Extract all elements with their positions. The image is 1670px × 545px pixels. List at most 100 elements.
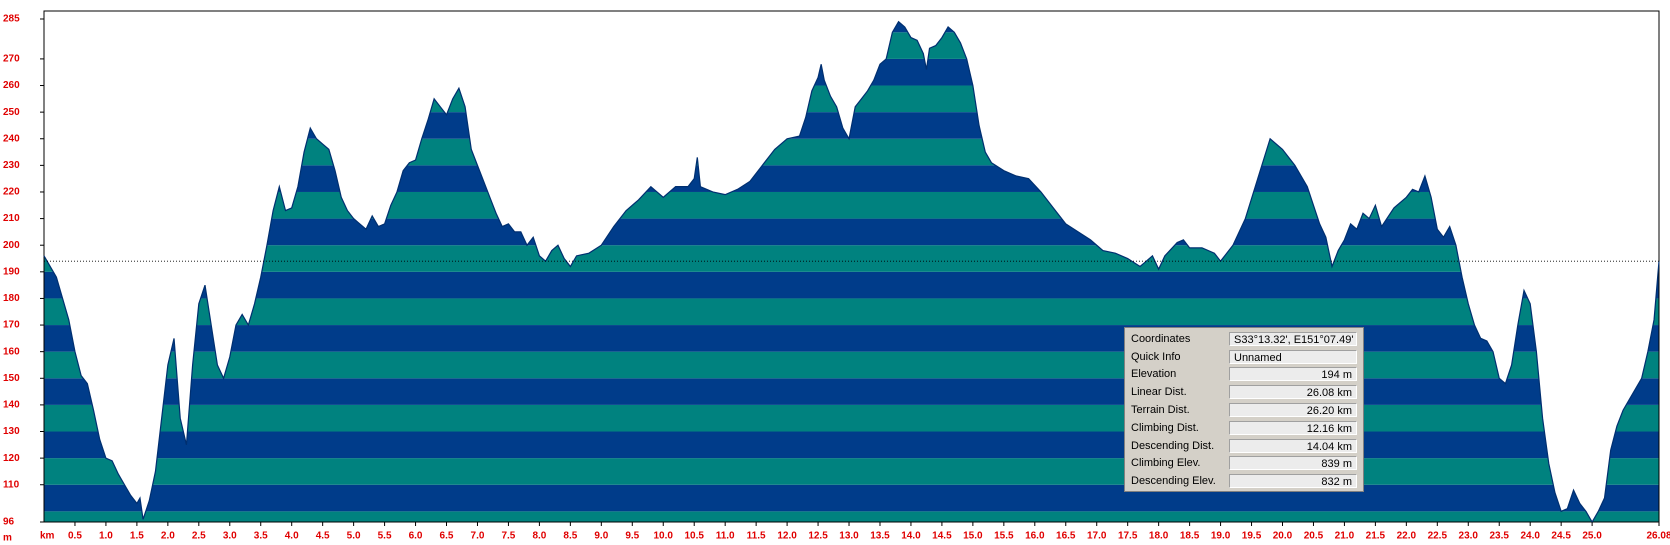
- info-label: Linear Dist.: [1131, 386, 1187, 399]
- y-tick-label: 96: [3, 517, 15, 528]
- elevation-band: [44, 165, 1659, 192]
- info-value: 26.08 km: [1229, 385, 1357, 400]
- elevation-band: [44, 58, 1659, 86]
- elevation-band: [44, 484, 1659, 512]
- x-tick-label: 18.0: [1149, 531, 1169, 542]
- info-label: Descending Dist.: [1131, 439, 1215, 452]
- info-label: Elevation: [1131, 368, 1177, 381]
- x-tick-label: 24.5: [1551, 531, 1571, 542]
- x-tick-label: 8.0: [532, 531, 546, 542]
- y-tick-label: 220: [3, 187, 20, 198]
- elevation-band: [44, 404, 1659, 432]
- info-value: 12.16 km: [1229, 420, 1357, 435]
- x-tick-label: 7.5: [501, 531, 515, 542]
- y-tick-label: 200: [3, 240, 20, 251]
- x-tick-label: 17.5: [1118, 531, 1138, 542]
- y-tick-label: 140: [3, 400, 20, 411]
- y-tick-label: 285: [3, 14, 20, 25]
- x-tick-label: 3.0: [223, 531, 237, 542]
- x-tick-label: 22.0: [1397, 531, 1417, 542]
- info-label: Climbing Elev.: [1131, 457, 1201, 470]
- x-tick-label: 17.0: [1087, 531, 1107, 542]
- elevation-band: [44, 271, 1659, 299]
- x-tick-label: 15.5: [994, 531, 1014, 542]
- x-tick-label: 2.0: [161, 531, 175, 542]
- elevation-band: [44, 458, 1659, 485]
- x-tick-label: 14.5: [932, 531, 952, 542]
- x-tick-label: 1.0: [99, 531, 113, 542]
- y-tick-label: 240: [3, 133, 20, 144]
- y-tick-label: 250: [3, 107, 20, 118]
- info-value: Unnamed: [1229, 349, 1357, 364]
- info-value: 14.04 km: [1229, 438, 1357, 453]
- info-row: Descending Dist. 14.04 km: [1129, 437, 1359, 455]
- x-tick-label: 4.5: [316, 531, 330, 542]
- elevation-band: [44, 21, 1659, 33]
- info-value: 839 m: [1229, 456, 1357, 471]
- x-tick-label: 16.5: [1056, 531, 1076, 542]
- x-tick-label: 19.5: [1242, 531, 1262, 542]
- x-tick-label: 11.5: [747, 531, 766, 542]
- info-value: 832 m: [1229, 474, 1357, 489]
- x-tick-label: 13.0: [839, 531, 859, 542]
- info-row: Terrain Dist. 26.20 km: [1129, 401, 1359, 419]
- x-tick-label: 19.0: [1211, 531, 1231, 542]
- x-tick-label: 21.0: [1335, 531, 1355, 542]
- y-tick-label: 190: [3, 266, 20, 277]
- info-row: Climbing Elev. 839 m: [1129, 455, 1359, 473]
- info-label: Coordinates: [1131, 332, 1191, 345]
- x-tick-label: 18.5: [1180, 531, 1200, 542]
- x-tick-label: 8.5: [563, 531, 577, 542]
- x-tick-label: 14.0: [901, 531, 921, 542]
- x-tick-label: 10.0: [654, 531, 674, 542]
- y-tick-label: 180: [3, 293, 20, 304]
- y-tick-label: 150: [3, 373, 20, 384]
- x-tick-label: 20.0: [1273, 531, 1293, 542]
- x-tick-label: 0.5: [68, 531, 82, 542]
- info-row: Elevation 194 m: [1129, 366, 1359, 384]
- x-tick-label: 15.0: [963, 531, 983, 542]
- x-tick-label: 12.5: [808, 531, 828, 542]
- info-row: Quick Info Unnamed: [1129, 348, 1359, 366]
- info-panel: Coordinates S33°13.32', E151°07.49' Quick …: [1124, 327, 1364, 492]
- y-tick-label: 230: [3, 160, 20, 171]
- x-axis-label: km: [40, 531, 55, 542]
- y-tick-label: 270: [3, 54, 20, 65]
- x-tick-label: 23.5: [1489, 531, 1509, 542]
- x-tick-label: 9.0: [594, 531, 608, 542]
- x-tick-label: 26.08: [1646, 531, 1670, 542]
- x-tick-label: 9.5: [625, 531, 639, 542]
- elevation-band: [44, 298, 1659, 326]
- info-value: S33°13.32', E151°07.49': [1229, 331, 1357, 346]
- y-tick-label: 260: [3, 80, 20, 91]
- x-tick-label: 5.5: [378, 531, 392, 542]
- x-tick-label: 7.0: [471, 531, 485, 542]
- x-tick-label: 4.0: [285, 531, 299, 542]
- elevation-profile: [43, 20, 1660, 524]
- x-tick-label: 3.5: [254, 531, 268, 542]
- x-tick-label: 25.0: [1582, 531, 1602, 542]
- x-tick-label: 10.5: [684, 531, 704, 542]
- elevation-band: [44, 138, 1659, 166]
- x-tick-label: 24.0: [1520, 531, 1540, 542]
- x-tick-label: 2.5: [192, 531, 206, 542]
- elevation-band: [44, 218, 1659, 246]
- info-value: 194 m: [1229, 367, 1357, 382]
- elevation-band: [44, 325, 1659, 352]
- x-tick-label: 20.5: [1304, 531, 1324, 542]
- info-row: Descending Elev. 832 m: [1129, 472, 1359, 490]
- x-tick-label: 6.5: [440, 531, 454, 542]
- info-row: Coordinates S33°13.32', E151°07.49': [1129, 330, 1359, 348]
- x-tick-label: 21.5: [1366, 531, 1386, 542]
- x-tick-label: 11.0: [716, 531, 735, 542]
- y-tick-label: 170: [3, 320, 20, 331]
- x-tick-label: 16.0: [1025, 531, 1045, 542]
- x-tick-label: 13.5: [870, 531, 890, 542]
- info-label: Quick Info: [1131, 350, 1181, 363]
- elevation-band: [44, 431, 1659, 459]
- y-tick-label: 160: [3, 346, 20, 357]
- info-label: Descending Elev.: [1131, 475, 1216, 488]
- info-row: Climbing Dist. 12.16 km: [1129, 419, 1359, 437]
- x-tick-label: 5.0: [347, 531, 361, 542]
